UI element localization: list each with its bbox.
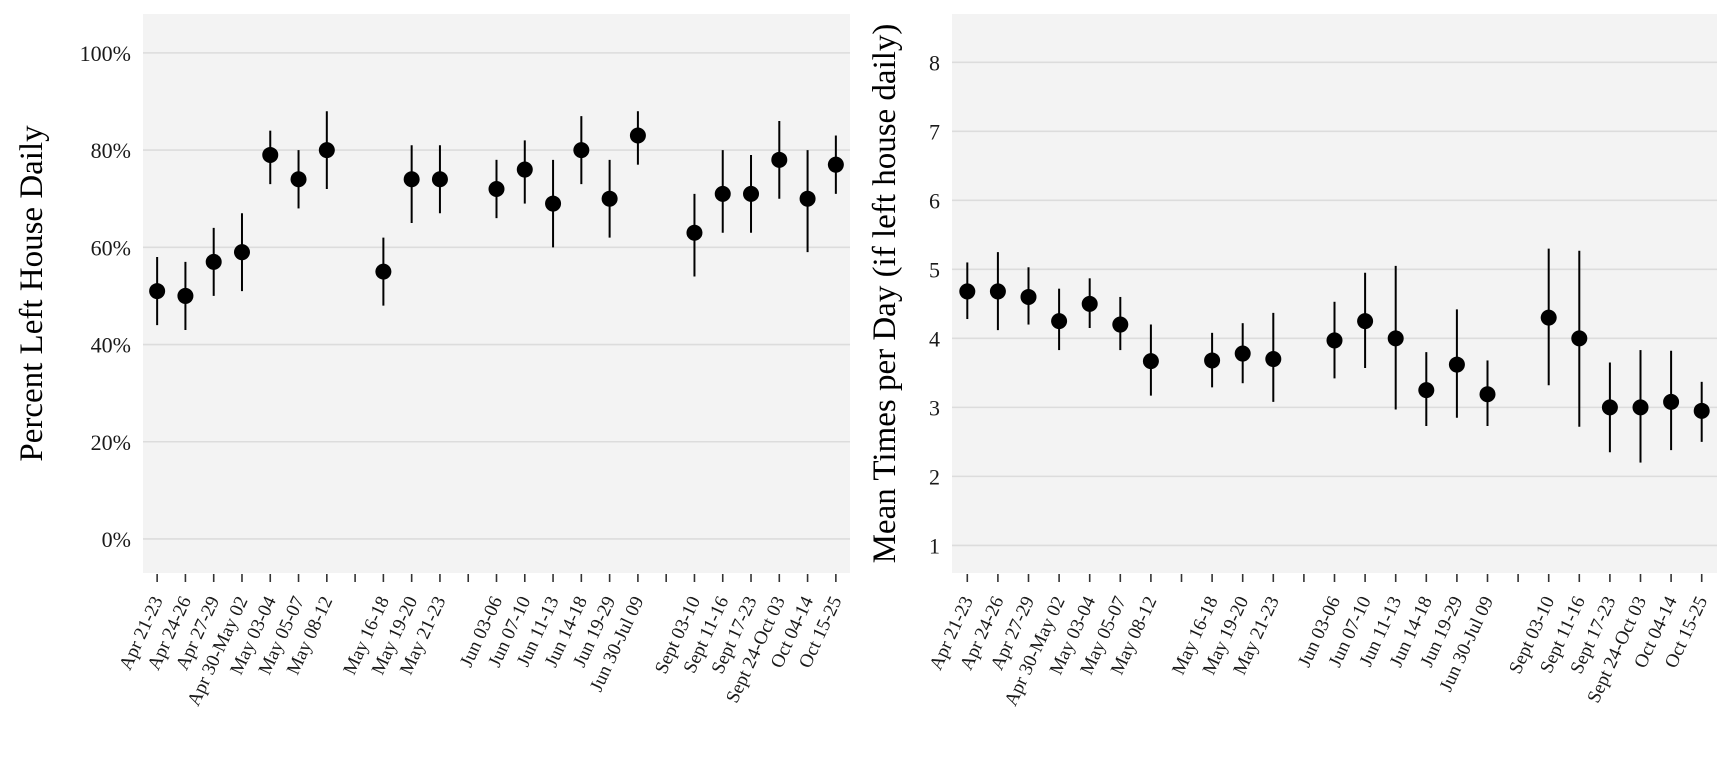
data-point	[1632, 399, 1649, 416]
data-point	[177, 287, 194, 304]
data-point	[771, 151, 788, 168]
data-point	[714, 185, 731, 202]
y-tick-label: 7	[929, 119, 940, 144]
data-point	[1326, 332, 1343, 349]
y-tick-label: 1	[929, 533, 940, 558]
y-tick-label: 60%	[91, 235, 131, 260]
data-point	[959, 283, 976, 300]
y-tick-label: 40%	[91, 333, 131, 358]
y-tick-label: 3	[929, 395, 940, 420]
data-point	[403, 171, 420, 188]
data-point	[1663, 393, 1680, 410]
data-point	[1020, 288, 1037, 305]
data-point	[1265, 351, 1282, 368]
data-point	[1571, 330, 1588, 347]
data-point	[516, 161, 533, 178]
y-tick-label: 6	[929, 188, 940, 213]
y-tick-label: 80%	[91, 138, 131, 163]
mean-times-per-day-chart: 1 2 3 4 5 6 7 8 Mean Times per Day (if left hous…	[867, 14, 1717, 709]
data-point	[743, 185, 760, 202]
data-point	[573, 142, 590, 159]
y-tick-label: 2	[929, 464, 940, 489]
data-point	[1081, 295, 1098, 312]
data-point	[1540, 309, 1557, 326]
y-tick-label: 100%	[80, 41, 131, 66]
data-point	[290, 171, 307, 188]
left-house-percent-chart: 0% 20% 40% 60% 80% 100% Percent Left House Dai…	[14, 14, 850, 709]
data-point	[1357, 313, 1374, 330]
y-tick-label: 8	[929, 50, 940, 75]
y-tick-label: 0%	[102, 527, 131, 552]
data-point	[488, 180, 505, 197]
data-point	[799, 190, 816, 207]
data-point	[1051, 313, 1068, 330]
data-point	[1234, 345, 1251, 362]
data-point	[1387, 330, 1404, 347]
data-point	[686, 224, 703, 241]
data-point	[233, 244, 250, 261]
data-point	[1418, 382, 1435, 399]
data-point	[1693, 402, 1710, 419]
data-point	[601, 190, 618, 207]
data-point	[318, 142, 335, 159]
data-point	[1142, 353, 1159, 370]
data-point	[1601, 399, 1618, 416]
data-point	[1448, 356, 1465, 373]
data-point	[1204, 352, 1221, 369]
y-axis-title: Mean Times per Day (if left house daily)	[867, 24, 903, 564]
data-point	[431, 171, 448, 188]
y-axis-title: Percent Left House Daily	[14, 125, 50, 462]
data-point	[1479, 386, 1496, 403]
y-tick-label: 5	[929, 257, 940, 282]
data-point	[205, 253, 222, 270]
plot-panel	[143, 14, 850, 573]
data-point	[629, 127, 646, 144]
data-point	[545, 195, 562, 212]
y-tick-label: 20%	[91, 430, 131, 455]
data-point	[375, 263, 392, 280]
data-point	[1112, 316, 1129, 333]
y-tick-label: 4	[929, 326, 940, 351]
data-point	[827, 156, 844, 173]
data-point	[149, 283, 166, 300]
data-point	[989, 283, 1006, 300]
data-point	[262, 146, 279, 163]
plot-panel	[952, 14, 1717, 573]
